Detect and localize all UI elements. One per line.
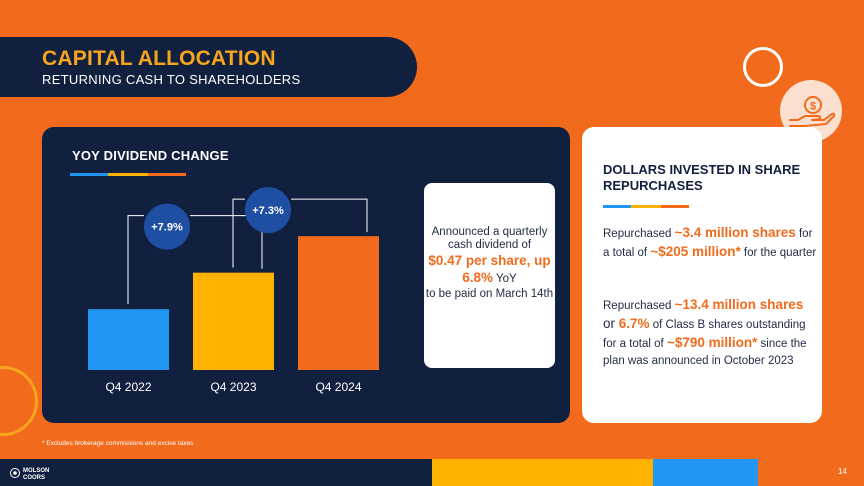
svg-text:$: $ [810,101,816,113]
dividend-announcement: Announced a quarterly cash dividend of $… [424,226,555,301]
rep1-pre: Repurchased [603,228,675,240]
footnote: * Excludes brokerage commissions and exc… [42,440,194,447]
page-subtitle: RETURNING CASH TO SHAREHOLDERS [42,72,301,87]
footer-segment-yellow [432,459,653,486]
announcement-line1: Announced a quarterly cash dividend of [431,226,548,251]
footer-segment-orange [758,459,864,486]
announcement-highlight-row: $0.47 per share, up 6.8% YoY [424,252,555,288]
rep2-or: or [603,316,619,331]
change-connector [232,198,368,268]
accent-line-orange [148,173,186,176]
change-badge-label: +7.9% [151,222,183,234]
logo-text-line2: COORS [23,475,45,481]
rep2-pre: Repurchased [603,300,675,312]
rep2-post: since the plan was announced in October … [603,338,807,367]
page-number: 14 [838,467,847,476]
x-tick-label: Q4 2022 [105,380,151,394]
repurchase-quarter-text: Repurchased ~3.4 million shares for a to… [603,224,818,262]
molson-coors-logo: MOLSON COORS [10,468,49,481]
dividend-announcement-card [424,183,555,368]
announcement-highlight: $0.47 per share, up 6.8% [428,253,551,285]
change-badge [144,203,190,250]
rep1-shares: ~3.4 million shares [674,225,796,240]
repurchase-program-text: Repurchased ~13.4 million shares or 6.7%… [603,296,818,370]
rep1-amount: ~$205 million* [650,244,741,259]
rep2-shares: ~13.4 million shares [674,297,804,312]
announcement-suffix: YoY [493,273,517,285]
rep1-post: for the quarter [740,247,817,259]
chart-title: YOY DIVIDEND CHANGE [72,148,229,163]
bar-q4-2023 [193,272,274,370]
logo-text-line1: MOLSON [23,468,49,474]
x-tick-label: Q4 2023 [210,380,256,394]
bar-q4-2024 [298,236,379,370]
repurchase-panel [582,127,822,423]
rep2-mid: of Class B shares outstanding for a tota… [603,319,806,350]
x-tick-label: Q4 2024 [315,380,361,394]
money-hand-icon: $ [780,80,842,142]
accent-line-blue [70,173,108,176]
footer-segment-blue [653,459,758,486]
change-badge [245,187,291,234]
accent-line-blue-2 [603,205,631,208]
rep2-pct: 6.7% [618,316,650,331]
decorative-ring [743,47,783,87]
rep2-amount: ~$790 million* [666,335,758,350]
bar-q4-2022 [88,309,169,370]
page-title: CAPITAL ALLOCATION [42,47,276,70]
accent-line-orange-2 [661,205,689,208]
repurchase-title: DOLLARS INVESTED IN SHARE REPURCHASES [603,162,801,193]
accent-line-yellow [108,173,148,176]
accent-line-yellow-2 [631,205,661,208]
change-badge-label: +7.3% [252,205,284,217]
announcement-line2: to be paid on March 14th [425,288,554,300]
rep1-mid: for a total of [603,228,813,259]
title-banner [0,37,417,97]
